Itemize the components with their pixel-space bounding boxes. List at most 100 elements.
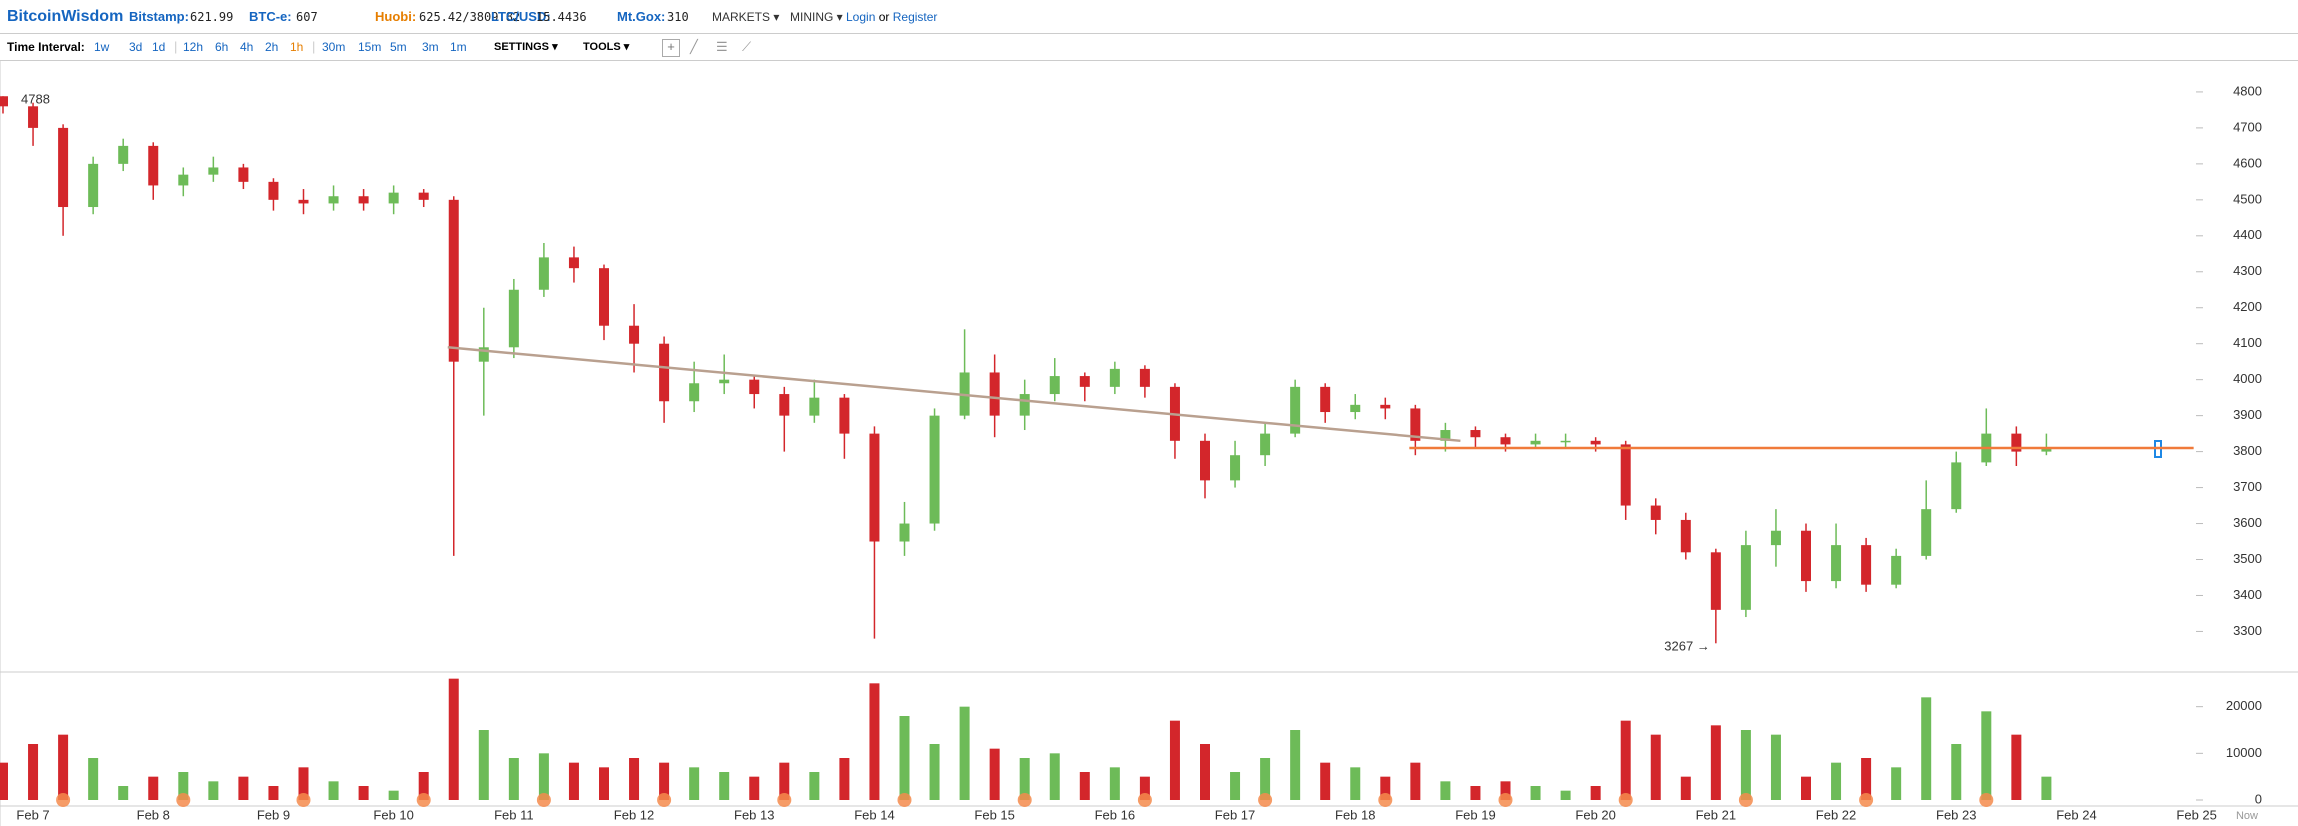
settings-label[interactable]: SETTINGS [494, 41, 550, 53]
line-tool[interactable]: ╱ [690, 39, 698, 54]
interval-button[interactable]: 12h [183, 40, 204, 54]
volume-bar [178, 772, 189, 800]
volume-bar [659, 762, 670, 800]
interval-button[interactable]: 1d [152, 40, 166, 54]
volume-bar [1200, 744, 1210, 800]
hline-tool[interactable]: ☰ [716, 39, 728, 54]
separator: | [174, 39, 178, 54]
menu-label[interactable]: MARKETS [712, 10, 771, 24]
candle-body [298, 199, 309, 204]
interval-button[interactable]: 5m [390, 40, 407, 54]
site-title[interactable]: BitcoinWisdom [7, 8, 124, 25]
candle-body [809, 397, 820, 416]
period-marker [1498, 793, 1513, 807]
candle-body [779, 394, 790, 416]
login-link[interactable]: Login [846, 10, 876, 24]
candle-body [1620, 444, 1631, 506]
trendline [447, 346, 1461, 443]
candle-body [929, 415, 940, 524]
x-tick-label: Feb 15 [974, 807, 1014, 822]
candle-body [1891, 555, 1902, 585]
x-tick-label: Feb 20 [1575, 807, 1615, 822]
candle-body [1770, 530, 1781, 546]
y-tick-label: 3300 [2233, 623, 2262, 638]
settings-menu[interactable]: SETTINGS ▾ [494, 41, 558, 53]
interval-button[interactable]: 3m [422, 40, 439, 54]
candle-body [2011, 433, 2022, 452]
register-link[interactable]: Register [892, 10, 938, 24]
ticker-value: 310 [667, 10, 689, 24]
volume-bar [839, 758, 850, 800]
y-tick-label: 4700 [2233, 119, 2262, 134]
interval-button[interactable]: 30m [322, 40, 346, 54]
menu[interactable]: MINING ▾ [790, 10, 843, 24]
candle-body [508, 289, 519, 348]
interval-button[interactable]: 6h [215, 40, 229, 54]
candle-body [1049, 376, 1060, 395]
candle-body [1139, 368, 1150, 387]
ticker-label: Bitstamp: [129, 9, 189, 24]
volume-bar [1861, 758, 1872, 800]
volume-bar [268, 786, 279, 800]
volume-bar [989, 748, 1000, 800]
cursor-marker [2154, 440, 2162, 458]
interval-button[interactable]: 4h [240, 40, 254, 54]
candle-body [1079, 376, 1090, 387]
crosshair-tool[interactable]: + [662, 39, 680, 57]
volume-bar [2041, 776, 2052, 800]
low-annotation: 3267 → [1664, 639, 1710, 654]
volume-bar [1079, 772, 1090, 800]
volume-bar [1831, 762, 1842, 800]
volume-bar [568, 762, 579, 800]
interval-button[interactable]: 15m [358, 40, 382, 54]
candle-body [689, 383, 700, 402]
interval-label: Time Interval: [7, 40, 85, 54]
volume-bar [1109, 767, 1120, 800]
volume-bar [1650, 734, 1661, 800]
volume-bar [328, 781, 339, 800]
candle-body [238, 167, 249, 182]
tools-menu[interactable]: TOOLS ▾ [583, 41, 630, 53]
x-tick-label: Feb 21 [1696, 807, 1736, 822]
menu[interactable]: MARKETS ▾ [712, 10, 780, 24]
volume-bar [478, 730, 489, 800]
menu-label[interactable]: MINING [790, 10, 834, 24]
candle-body [839, 397, 850, 434]
interval-button[interactable]: 1h [290, 40, 304, 54]
candle-body [1861, 545, 1872, 585]
volume-bar [298, 767, 309, 800]
interval-button[interactable]: 2h [265, 40, 279, 54]
candle-body [1440, 430, 1451, 441]
y-tick-label: 4600 [2233, 155, 2262, 170]
x-tick-label: Feb 8 [137, 807, 170, 822]
volume-bar [88, 758, 99, 800]
interval-button[interactable]: 1m [450, 40, 467, 54]
volume-bar [238, 776, 249, 800]
candle-body [208, 167, 219, 175]
volume-bar [1019, 758, 1030, 800]
fib-tool[interactable]: ⟋ [742, 39, 752, 54]
x-tick-label: Feb 25 [2176, 807, 2216, 822]
candle-body [1290, 386, 1301, 434]
x-tick-label: Feb 7 [16, 807, 49, 822]
period-marker [897, 793, 912, 807]
interval-button[interactable]: 3d [129, 40, 143, 54]
candle-body [1590, 440, 1601, 445]
candle-body [1470, 430, 1481, 438]
period-marker [56, 793, 71, 807]
volume-bar [809, 772, 820, 800]
tools-label[interactable]: TOOLS [583, 41, 621, 53]
candle-body [1740, 545, 1751, 610]
candle-body [1650, 505, 1661, 520]
period-marker [657, 793, 672, 807]
volume-bar [1169, 720, 1180, 800]
y2-tick-label: 10000 [2226, 745, 2262, 760]
volume-bar [1680, 776, 1691, 800]
y-tick-label: 4400 [2233, 227, 2262, 242]
interval-button[interactable]: 1w [94, 40, 110, 54]
volume-bar [1290, 730, 1301, 800]
volume-bar [959, 706, 970, 800]
candle-body [538, 257, 549, 290]
ticker-label: BTC-e: [249, 9, 292, 24]
x-tick-label: Feb 19 [1455, 807, 1495, 822]
